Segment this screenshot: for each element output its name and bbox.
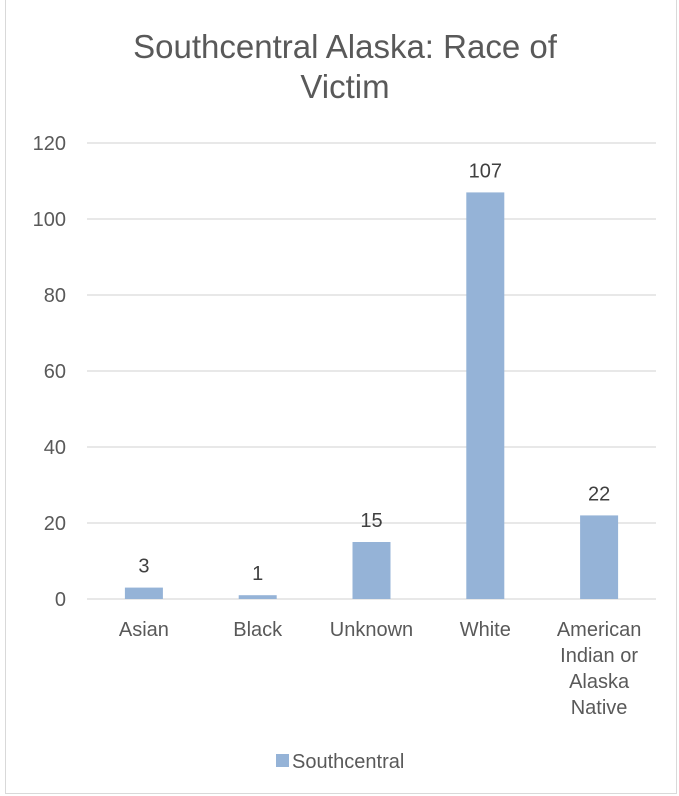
y-tick-label: 20 [44,513,66,535]
data-label: 3 [138,556,149,578]
legend: Southcentral [276,751,404,773]
y-tick-label: 0 [55,589,66,611]
data-labels: 3 1 15 107 22 [138,160,610,585]
bar [352,542,391,599]
y-axis-ticks: 0 20 40 60 80 100 120 [33,133,66,611]
data-label: 107 [469,160,502,182]
y-tick-label: 40 [44,437,66,459]
bar [466,192,505,599]
y-tick-label: 100 [33,209,66,231]
data-label: 1 [252,563,263,585]
bar [580,515,619,599]
x-axis-categories: Asian Black Unknown White American Indian or A… [119,619,641,719]
chart-frame [5,0,677,794]
bar [238,595,277,599]
category-label: Black [233,619,283,641]
legend-swatch [276,754,289,767]
data-label: 22 [588,483,610,505]
category-label: White [460,619,511,641]
y-tick-label: 60 [44,361,66,383]
data-label: 15 [360,510,382,532]
category-label: American Indian or Alaska Native [557,619,641,719]
category-label: Unknown [330,619,413,641]
y-tick-label: 120 [33,133,66,155]
bars [124,192,619,599]
bar [124,587,163,599]
chart-title-line: Victim [300,68,389,105]
y-tick-label: 80 [44,285,66,307]
legend-label: Southcentral [292,751,404,773]
category-label: Asian [119,619,169,641]
chart-title-line: Southcentral Alaska: Race of [133,28,558,65]
